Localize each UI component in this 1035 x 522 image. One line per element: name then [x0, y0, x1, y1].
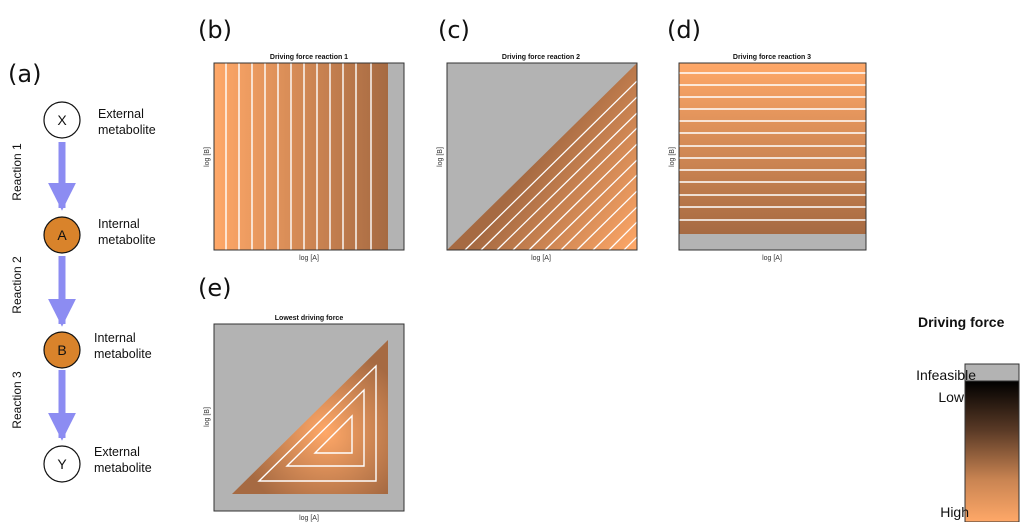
node-a-label: A — [57, 227, 67, 243]
panel-e: (e) Lowest driving force log [A] log [B] — [198, 274, 405, 522]
panel-d-title: Driving force reaction 3 — [733, 54, 811, 61]
reaction-3-label: Reaction 3 — [10, 371, 24, 429]
panel-b-ylabel: log [B] — [204, 147, 211, 167]
node-a-desc-line1: Internal — [98, 217, 140, 231]
panel-d: (d) Driving force reaction 3 log [A] log… — [667, 16, 867, 262]
panel-d-contours — [679, 72, 866, 221]
panel-b-contours — [225, 63, 372, 250]
colorbar-title: Driving force — [918, 314, 1005, 330]
panel-b-letter: (b) — [198, 16, 232, 44]
node-a — [43, 216, 81, 254]
colorbar-low-label: Low — [938, 389, 965, 405]
node-x-label: X — [57, 112, 67, 128]
panel-d-xlabel: log [A] — [762, 255, 782, 262]
panel-b: (b) Driving force reaction 1 log [A] log… — [198, 16, 405, 262]
node-x — [43, 101, 81, 139]
panel-d-letter: (d) — [667, 16, 701, 44]
panel-c-contours — [464, 80, 638, 251]
node-b-label: B — [57, 342, 66, 358]
reaction-2-label: Reaction 2 — [10, 256, 24, 314]
panel-a: (a) Reaction 1 Reaction 2 Reaction 3 X E… — [8, 60, 156, 483]
node-y-desc-line2: metabolite — [94, 461, 152, 475]
panel-c-frame — [446, 62, 638, 251]
colorbar-high-label: High — [940, 504, 969, 520]
panel-e-ylabel: log [B] — [204, 407, 211, 427]
node-y — [43, 445, 81, 483]
panel-c: (c) Driving force reaction 2 log [A] log… — [437, 16, 638, 262]
panel-c-letter: (c) — [438, 16, 470, 44]
panel-b-title: Driving force reaction 1 — [270, 54, 348, 61]
panel-e-xlabel: log [A] — [299, 515, 319, 522]
panel-e-title: Lowest driving force — [275, 315, 344, 322]
panel-c-xlabel: log [A] — [531, 255, 551, 262]
node-y-label: Y — [57, 456, 67, 472]
colorbar: Driving force Infeasible Low High — [916, 314, 1020, 522]
panel-b-xlabel: log [A] — [299, 255, 319, 262]
panel-c-ylabel: log [B] — [437, 147, 444, 167]
panel-e-contours — [257, 364, 377, 482]
panel-c-feasible-region — [447, 63, 637, 250]
panel-c-title: Driving force reaction 2 — [502, 54, 580, 61]
colorbar-gradient — [964, 380, 1020, 522]
panel-e-letter: (e) — [198, 274, 232, 302]
node-a-desc-line2: metabolite — [98, 233, 156, 247]
reaction-1-label: Reaction 1 — [10, 143, 24, 201]
panel-b-frame — [213, 62, 405, 251]
panel-e-feasible-region — [232, 340, 388, 494]
panel-b-feasible-region — [214, 63, 388, 250]
panel-d-ylabel: log [B] — [669, 147, 676, 167]
colorbar-infeasible-label: Infeasible — [916, 367, 976, 383]
panel-d-feasible-region — [679, 63, 866, 234]
node-x-desc-line1: External — [98, 107, 144, 121]
node-y-desc-line1: External — [94, 445, 140, 459]
panel-e-frame — [213, 323, 405, 512]
node-b-desc-line1: Internal — [94, 331, 136, 345]
panel-d-frame — [678, 62, 867, 251]
node-b — [43, 331, 81, 369]
panel-a-letter: (a) — [8, 60, 41, 88]
node-x-desc-line2: metabolite — [98, 123, 156, 137]
node-b-desc-line2: metabolite — [94, 347, 152, 361]
